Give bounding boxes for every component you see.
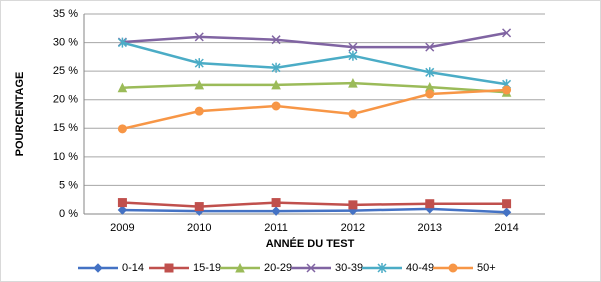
x-tick-label: 2012 (341, 222, 365, 234)
y-tick-label: 35 % (53, 8, 78, 20)
data-point (117, 37, 127, 48)
data-point (501, 207, 512, 217)
series-line (122, 207, 507, 214)
legend-label: 15-19 (193, 262, 221, 274)
legend-label: 20-29 (264, 262, 292, 274)
data-point (425, 89, 435, 99)
series-line (122, 41, 507, 86)
data-point (271, 79, 281, 90)
legend-marker (377, 263, 387, 273)
data-point (425, 199, 435, 209)
data-point (271, 35, 281, 45)
legend-label: 0-14 (122, 262, 144, 274)
y-tick-label: 0 % (59, 208, 78, 220)
series-line (122, 81, 507, 94)
legend-marker (306, 263, 316, 273)
y-tick-label: 5 % (59, 179, 78, 191)
data-point (117, 205, 128, 215)
data-point (117, 124, 127, 134)
x-tick-label: 2010 (187, 222, 211, 234)
data-point (194, 202, 204, 212)
y-axis-title: POURCENTAGE (14, 72, 26, 157)
data-point (348, 50, 358, 61)
series-line (122, 88, 507, 131)
data-point (271, 101, 281, 111)
data-point (348, 42, 358, 52)
data-point (348, 109, 358, 119)
series-line (122, 31, 507, 49)
data-point (502, 28, 512, 38)
data-point (271, 198, 281, 208)
x-tick-label: 2009 (110, 222, 134, 234)
x-tick-label: 2013 (418, 222, 442, 234)
data-point (271, 62, 281, 73)
data-point (117, 198, 127, 208)
legend-marker (164, 263, 174, 273)
y-tick-label: 10 % (53, 151, 78, 163)
y-tick-label: 20 % (53, 94, 78, 106)
legend-marker (448, 263, 458, 273)
data-point (425, 67, 435, 78)
data-point (194, 58, 204, 69)
y-tick-label: 25 % (53, 65, 78, 77)
data-point (194, 32, 204, 42)
y-tick-label: 30 % (53, 36, 78, 48)
data-point (425, 42, 435, 52)
legend-label: 30-39 (335, 262, 363, 274)
data-point (194, 106, 204, 116)
data-point (271, 206, 281, 216)
data-point (348, 78, 358, 88)
series-line (122, 201, 507, 208)
legend-marker (235, 262, 245, 273)
data-point (502, 199, 512, 209)
x-axis-title: ANNÉE DU TEST (266, 237, 355, 250)
x-tick-label: 2014 (494, 222, 518, 234)
y-tick-label: 15 % (53, 122, 78, 134)
data-point (348, 200, 358, 210)
data-point (194, 79, 205, 90)
x-tick-label: 2011 (264, 222, 288, 234)
legend-label: 40-49 (406, 262, 434, 274)
data-point (117, 82, 128, 93)
legend-marker (93, 263, 103, 273)
data-point (502, 85, 512, 95)
legend-label: 50+ (477, 262, 496, 274)
